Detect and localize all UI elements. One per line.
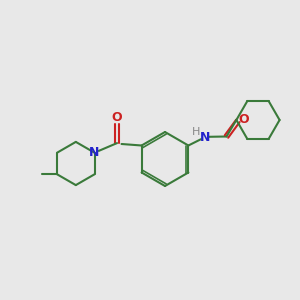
Text: H: H xyxy=(192,127,201,137)
Text: N: N xyxy=(89,146,100,159)
Text: N: N xyxy=(200,130,210,144)
Text: O: O xyxy=(238,113,249,126)
Text: O: O xyxy=(112,111,122,124)
